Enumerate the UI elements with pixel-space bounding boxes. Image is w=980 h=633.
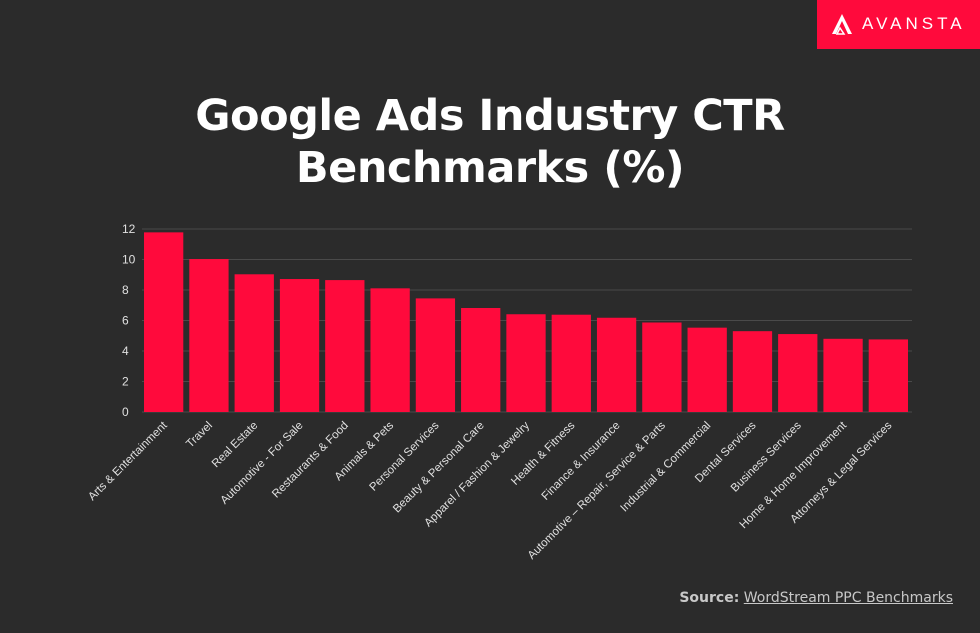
- chart-title-line-2: Benchmarks (%): [295, 143, 685, 193]
- bar: [778, 334, 818, 412]
- avansta-logo-icon: [832, 14, 852, 35]
- bar: [234, 274, 274, 412]
- bar: [551, 314, 591, 412]
- bar: [189, 259, 229, 412]
- x-category-label: Automotive - For Sale: [219, 420, 306, 507]
- bar: [370, 288, 410, 412]
- x-category-label: Travel: [184, 420, 215, 451]
- bar: [461, 307, 501, 412]
- y-tick-label: 8: [122, 283, 129, 297]
- x-category-label: Beauty & Personal Care: [391, 420, 487, 516]
- bar: [868, 339, 908, 412]
- bar: [596, 317, 637, 412]
- y-tick-label: 0: [122, 405, 129, 419]
- x-category-label: Industrial & Commercial: [618, 420, 713, 515]
- x-category-label: Finance & Insurance: [540, 420, 623, 503]
- bar: [687, 327, 727, 412]
- brand-logo: AVANSTA: [817, 0, 980, 49]
- chart-title: Google Ads Industry CTR Benchmarks (%): [0, 90, 980, 194]
- bar: [144, 232, 184, 412]
- y-tick-label: 10: [122, 253, 136, 267]
- chart-title-line-1: Google Ads Industry CTR: [195, 91, 785, 141]
- y-tick-label: 12: [122, 222, 136, 236]
- x-category-label: Real Estate: [210, 420, 261, 471]
- bar: [823, 338, 863, 412]
- bar: [325, 280, 365, 412]
- source-credit: Source: WordStream PPC Benchmarks: [679, 590, 953, 606]
- y-tick-label: 2: [122, 375, 129, 389]
- y-tick-label: 4: [122, 344, 129, 358]
- bar: [732, 331, 773, 412]
- brand-name: AVANSTA: [862, 14, 966, 33]
- source-link[interactable]: WordStream PPC Benchmarks: [743, 590, 953, 606]
- x-category-label: Restaurants & Food: [270, 420, 351, 501]
- bar: [506, 314, 546, 412]
- bar: [415, 298, 456, 412]
- y-tick-label: 6: [122, 314, 129, 328]
- x-category-label: Arts & Entertainment: [86, 419, 170, 503]
- bar: [279, 279, 320, 412]
- source-label: Source:: [679, 590, 740, 606]
- bar: [642, 322, 682, 412]
